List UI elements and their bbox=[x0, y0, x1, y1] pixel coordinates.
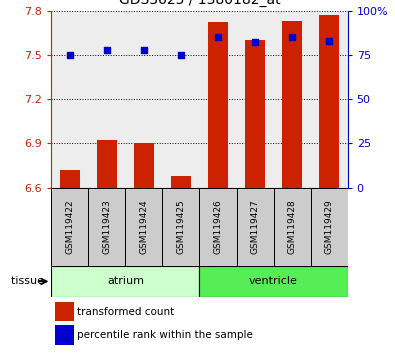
Text: atrium: atrium bbox=[107, 276, 144, 286]
Text: GSM119426: GSM119426 bbox=[213, 199, 222, 254]
Point bbox=[67, 52, 73, 58]
Bar bbox=[134, 143, 154, 188]
Bar bbox=[208, 22, 228, 188]
Text: GSM119429: GSM119429 bbox=[325, 199, 334, 254]
Bar bbox=[162, 188, 199, 266]
Text: GSM119422: GSM119422 bbox=[65, 199, 74, 254]
Bar bbox=[274, 11, 310, 188]
Text: GSM119425: GSM119425 bbox=[177, 199, 186, 254]
Point bbox=[104, 47, 110, 52]
Bar bbox=[88, 11, 126, 188]
Point bbox=[326, 38, 332, 44]
Text: transformed count: transformed count bbox=[77, 307, 175, 316]
Bar bbox=[60, 170, 80, 188]
Text: ventricle: ventricle bbox=[249, 276, 298, 286]
Bar bbox=[126, 11, 162, 188]
Bar bbox=[310, 11, 348, 188]
Bar bbox=[55, 325, 74, 345]
Bar bbox=[88, 188, 126, 266]
Bar bbox=[199, 188, 237, 266]
Text: GSM119423: GSM119423 bbox=[102, 199, 111, 254]
Text: GSM119424: GSM119424 bbox=[139, 199, 149, 254]
Point bbox=[289, 34, 295, 40]
Point bbox=[215, 34, 221, 40]
Bar bbox=[237, 11, 274, 188]
Bar bbox=[97, 141, 117, 188]
Point bbox=[178, 52, 184, 58]
Bar bbox=[199, 11, 237, 188]
Text: GSM119427: GSM119427 bbox=[250, 199, 260, 254]
Bar bbox=[319, 15, 339, 188]
Title: GDS3625 / 1380182_at: GDS3625 / 1380182_at bbox=[118, 0, 280, 7]
Text: tissue: tissue bbox=[11, 276, 47, 286]
Bar bbox=[162, 11, 199, 188]
Bar bbox=[51, 11, 88, 188]
Text: percentile rank within the sample: percentile rank within the sample bbox=[77, 330, 253, 340]
Bar bbox=[245, 40, 265, 188]
Bar bbox=[51, 188, 88, 266]
Bar bbox=[282, 21, 302, 188]
Bar bbox=[274, 188, 310, 266]
Bar bbox=[171, 176, 191, 188]
Point bbox=[252, 40, 258, 45]
Text: GSM119428: GSM119428 bbox=[288, 199, 297, 254]
Bar bbox=[51, 266, 199, 297]
Bar bbox=[237, 188, 274, 266]
Bar bbox=[199, 266, 348, 297]
Point bbox=[141, 47, 147, 52]
Bar bbox=[55, 302, 74, 321]
Bar bbox=[310, 188, 348, 266]
Bar bbox=[126, 188, 162, 266]
